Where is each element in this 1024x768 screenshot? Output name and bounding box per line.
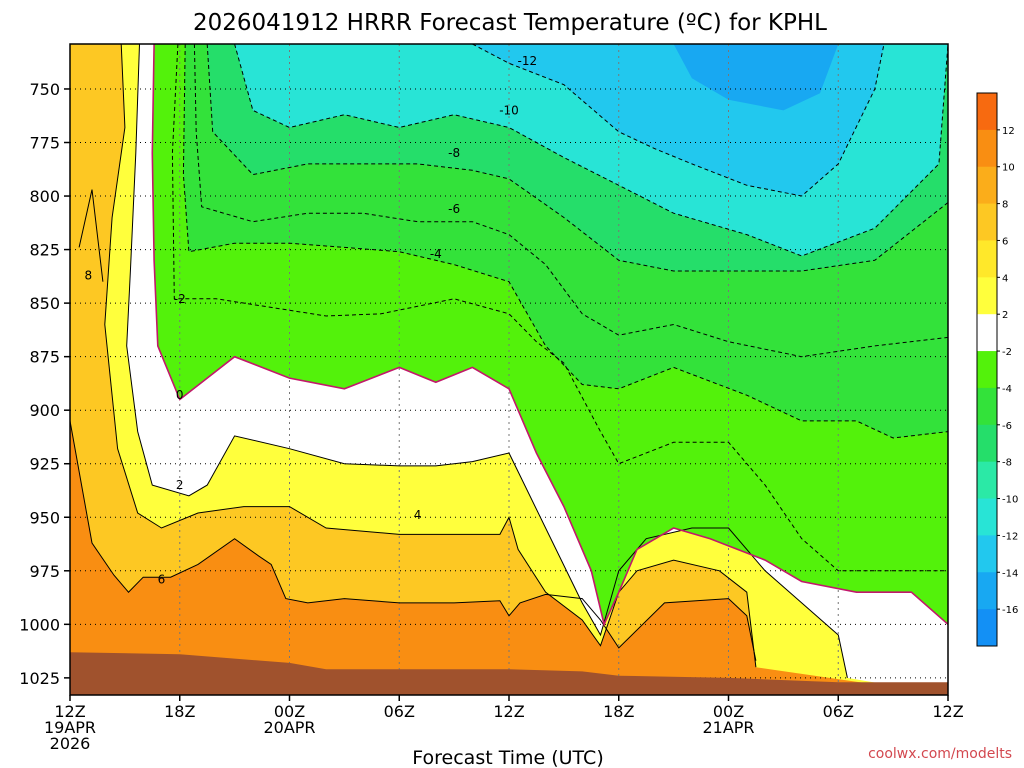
y-tick-label: 775 [29, 134, 60, 153]
fill-band [673, 44, 839, 111]
isotherm-label: 6 [158, 572, 166, 586]
temperature-fill-layer [70, 44, 948, 695]
colorbar-label: -14 [1002, 568, 1018, 579]
colorbar-label: 4 [1002, 273, 1008, 284]
terrain-surface [70, 652, 948, 695]
isotherm-label: -10 [499, 103, 519, 117]
colorbar-label: -16 [1002, 605, 1018, 616]
colorbar-segment [977, 461, 997, 500]
colorbar-segment [977, 93, 997, 131]
colorbar-label: -10 [1002, 495, 1018, 506]
x-tick-label: 2026 [50, 734, 91, 753]
colorbar-segment [977, 572, 997, 610]
isotherm-line [193, 44, 948, 358]
x-tick-label: 12Z [932, 702, 963, 721]
colorbar-legend: 12 10 8 6 4 2 -2 -4 -6 -8 -10 -12 -14 -16 [976, 92, 1018, 647]
x-axis-label: Forecast Time (UTC) [412, 747, 603, 768]
colorbar-label: 2 [1002, 310, 1008, 321]
colorbar-label: 10 [1002, 163, 1015, 174]
colorbar-segment [977, 277, 997, 315]
colorbar-label: -4 [1002, 384, 1012, 395]
isotherm-line [70, 420, 757, 661]
isotherm-label: -2 [174, 292, 186, 306]
y-tick-label: 875 [29, 348, 60, 367]
colorbar-segment [977, 129, 997, 168]
isotherm-line [104, 44, 757, 668]
isotherm-line [206, 44, 948, 272]
x-tick-label: 12Z [54, 702, 85, 721]
colorbar-label: 8 [1002, 200, 1008, 211]
colorbar-label: 12 [1002, 126, 1015, 137]
x-tick-label: 06Z [384, 702, 415, 721]
colorbar-segment [977, 387, 997, 426]
colorbar-segment [977, 203, 997, 241]
y-tick-label: 825 [29, 241, 60, 260]
isotherm-label: 8 [84, 268, 92, 282]
x-tick-label: 00Z [713, 702, 744, 721]
colorbar-segment [977, 314, 997, 352]
isotherm-label: -4 [430, 247, 442, 261]
y-tick-label: 950 [29, 508, 60, 527]
x-tick-label: 00Z [274, 702, 305, 721]
isotherm-line [182, 44, 948, 439]
y-tick-label: 1000 [19, 615, 60, 634]
x-tick-label: 18Z [603, 702, 634, 721]
colorbar-label: 6 [1002, 236, 1008, 247]
colorbar-frame [976, 92, 998, 647]
x-tick-label: 06Z [823, 702, 854, 721]
isotherm-label: 2 [176, 478, 184, 492]
colorbar-segment [977, 166, 997, 205]
colorbar-label: -6 [1002, 421, 1012, 432]
y-tick-label: 1025 [19, 669, 60, 688]
colorbar-label: -8 [1002, 458, 1012, 469]
isotherm-line [126, 44, 848, 679]
isotherm-label: -12 [517, 54, 537, 68]
y-tick-label: 900 [29, 401, 60, 420]
isotherm-line [151, 44, 948, 627]
colorbar-segment [977, 424, 997, 463]
isotherm-label: 4 [414, 508, 422, 522]
colorbar-segment [977, 535, 997, 573]
colorbar-label: -12 [1002, 531, 1018, 542]
isotherm-label-layer: 8 6 4 2 0 -2 -4 -6 -8 -10 -12 [84, 54, 537, 586]
isotherm-label: -6 [448, 202, 460, 216]
colorbar-segment [977, 498, 997, 536]
colorbar-segment [977, 351, 997, 389]
x-tick-label: 20APR [263, 718, 315, 737]
isotherm-line [234, 44, 948, 257]
y-tick-label: 925 [29, 455, 60, 474]
y-tick-label: 850 [29, 294, 60, 313]
colorbar-segment [977, 609, 997, 647]
x-tick-label: 18Z [164, 702, 195, 721]
colorbar-label: -2 [1002, 347, 1012, 358]
y-axis: 750 775 800 825 850 875 900 925 950 975 1000 1025 [19, 80, 70, 688]
credit-text: coolwx.com/modelts [868, 746, 1012, 762]
x-tick-label: 21APR [702, 718, 754, 737]
x-tick-label: 12Z [493, 702, 524, 721]
isotherm-label: 0 [176, 388, 184, 402]
grid-layer [70, 44, 948, 695]
isotherm-label: -8 [448, 146, 460, 160]
chart-title: 2026041912 HRRR Forecast Temperature (ºC… [193, 10, 827, 36]
isotherm-line [78, 189, 104, 282]
y-tick-label: 800 [29, 187, 60, 206]
isotherm-layer [70, 44, 948, 679]
y-tick-label: 975 [29, 562, 60, 581]
isotherm-line [171, 44, 948, 572]
plot-area [70, 44, 948, 695]
y-tick-label: 750 [29, 80, 60, 99]
colorbar-segment [977, 240, 997, 278]
x-tick-label: 19APR [44, 718, 96, 737]
isotherm-line [472, 44, 885, 197]
